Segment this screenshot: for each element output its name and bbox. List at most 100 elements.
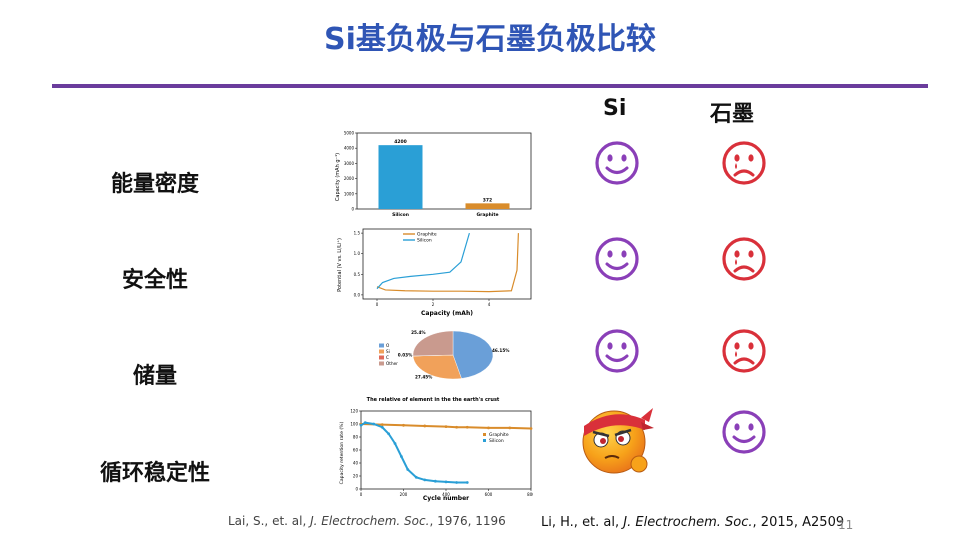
- capacity-bar-chart-svg: Capacity (mAh g⁻¹) 0 1000 2000 3000 4000 5000…: [335, 131, 532, 218]
- data-point-silicon: [399, 455, 403, 458]
- face-frown: [733, 169, 755, 177]
- data-point-silicon: [387, 432, 391, 436]
- data-point-silicon: [433, 479, 437, 483]
- bar-data-label: 372: [483, 197, 492, 203]
- legend-label-graphite: Graphite: [489, 432, 509, 438]
- x-tick-label: 4: [488, 302, 491, 307]
- face-eye: [748, 423, 754, 431]
- bar-data-label: 4200: [394, 139, 407, 145]
- face-outline: [595, 329, 639, 373]
- row-label-energy-density: 能量密度: [110, 172, 199, 197]
- data-point-silicon: [444, 480, 448, 484]
- data-point-silicon: [423, 478, 427, 482]
- data-point-silicon: [406, 468, 410, 471]
- legend-swatch-o: [379, 343, 384, 348]
- potential-line-chart: Potential (V vs. Li/Li⁺) Capacity (mAh) …: [333, 225, 533, 319]
- face-eye: [607, 250, 613, 258]
- y-tick-label: 2000: [344, 176, 355, 181]
- legend-swatch-c: [379, 355, 384, 360]
- pie-caption: The relative of element in the the earth…: [367, 397, 500, 403]
- pie-slice-o: [452, 330, 494, 379]
- face-outline: [595, 237, 639, 281]
- face-smile: [605, 262, 629, 270]
- happy-face-icon: [594, 140, 640, 186]
- face-eye: [734, 250, 740, 258]
- y-tick-label: 0.5: [354, 272, 361, 277]
- element-pie-chart-svg: The relative of element in the the earth…: [367, 330, 511, 403]
- citation-li: Li, H., et. al, J. Electrochem. Soc., 20…: [541, 515, 845, 530]
- x-tick-label: 200: [400, 492, 408, 497]
- data-point-graphite: [465, 425, 469, 429]
- face-outline: [722, 410, 766, 454]
- legend-label-graphite: Graphite: [417, 232, 437, 238]
- x-category-label: Graphite: [476, 212, 498, 218]
- y-tick-label: 0.0: [354, 292, 361, 297]
- page-title: Si基负极与石墨负极比较: [324, 22, 656, 57]
- data-point-graphite: [380, 423, 384, 427]
- happy-face-icon: [594, 236, 640, 282]
- legend-label-si: Si: [386, 349, 390, 354]
- row-label-reserves: 储量: [132, 364, 177, 389]
- row-label-safety: 安全性: [121, 268, 188, 293]
- y-tick-label: 5000: [344, 131, 355, 136]
- data-point-silicon: [393, 442, 397, 445]
- face-tear: [735, 259, 737, 265]
- y-tick-label: 40: [353, 461, 359, 466]
- bar-graphite: [465, 203, 510, 209]
- x-tick-label: 400: [442, 492, 450, 497]
- face-frown: [733, 265, 755, 273]
- face-outline: [722, 237, 766, 281]
- y-tick-label: 80: [353, 435, 359, 440]
- y-tick-label: 100: [350, 422, 358, 427]
- y-tick-label: 1.5: [354, 231, 361, 236]
- column-header-si: Si: [603, 96, 627, 121]
- face-eye: [734, 154, 740, 162]
- bar-silicon: [378, 145, 423, 209]
- row-label-cycle-stability: 循环稳定性: [99, 461, 210, 486]
- y-tick-label: 20: [353, 474, 359, 479]
- data-point-graphite: [444, 425, 448, 428]
- x-axis-label: Capacity (mAh): [421, 310, 473, 317]
- face-eye: [607, 342, 613, 350]
- plot-frame: [356, 132, 532, 210]
- data-point-graphite: [487, 426, 490, 430]
- legend-swatch-silicon: [483, 439, 486, 442]
- series-line-silicon: [360, 421, 468, 484]
- y-axis-label: Capacity retention rate (%): [339, 421, 345, 484]
- face-frown: [733, 357, 755, 365]
- series-line-graphite: [360, 423, 532, 430]
- data-point-graphite: [455, 425, 459, 429]
- pie-slice-si: [412, 354, 462, 380]
- face-eye: [748, 154, 754, 162]
- y-axis-label: Capacity (mAh g⁻¹): [335, 153, 341, 201]
- legend-swatch-graphite: [483, 433, 486, 436]
- pie-data-label: 0.03%: [398, 352, 413, 357]
- cycle-retention-chart: Capacity retention rate (%) Cycle number…: [333, 407, 535, 503]
- y-tick-label: 0: [355, 487, 358, 492]
- y-tick-label: 120: [350, 409, 358, 414]
- plot-frame: [362, 228, 532, 300]
- happy-face-icon: [721, 409, 767, 455]
- potential-line-chart-svg: Potential (V vs. Li/Li⁺) Capacity (mAh) …: [337, 228, 532, 317]
- plot-frame: [360, 410, 532, 490]
- face-tear: [735, 163, 737, 169]
- sad-face-icon: [721, 236, 767, 282]
- x-tick-label: 800: [527, 492, 533, 497]
- face-eye: [621, 342, 627, 350]
- pie-data-label: 46.15%: [492, 348, 510, 353]
- face-outline: [722, 329, 766, 373]
- sad-face-icon: [721, 140, 767, 186]
- pie-slice-other: [412, 330, 454, 357]
- y-tick-label: 4000: [344, 146, 355, 151]
- face-outline: [722, 141, 766, 185]
- legend-label-silicon: Silicon: [417, 238, 432, 244]
- column-header-graphite: 石墨: [710, 102, 755, 127]
- y-tick-label: 3000: [344, 161, 355, 166]
- y-axis-label: Potential (V vs. Li/Li⁺): [337, 238, 343, 292]
- face-eye: [748, 250, 754, 258]
- face-eye: [734, 423, 740, 431]
- element-pie-chart: The relative of element in the the earth…: [333, 325, 533, 405]
- y-tick-label: 1000: [344, 191, 355, 196]
- series-line-graphite: [376, 233, 519, 293]
- legend-swatch-other: [379, 361, 384, 366]
